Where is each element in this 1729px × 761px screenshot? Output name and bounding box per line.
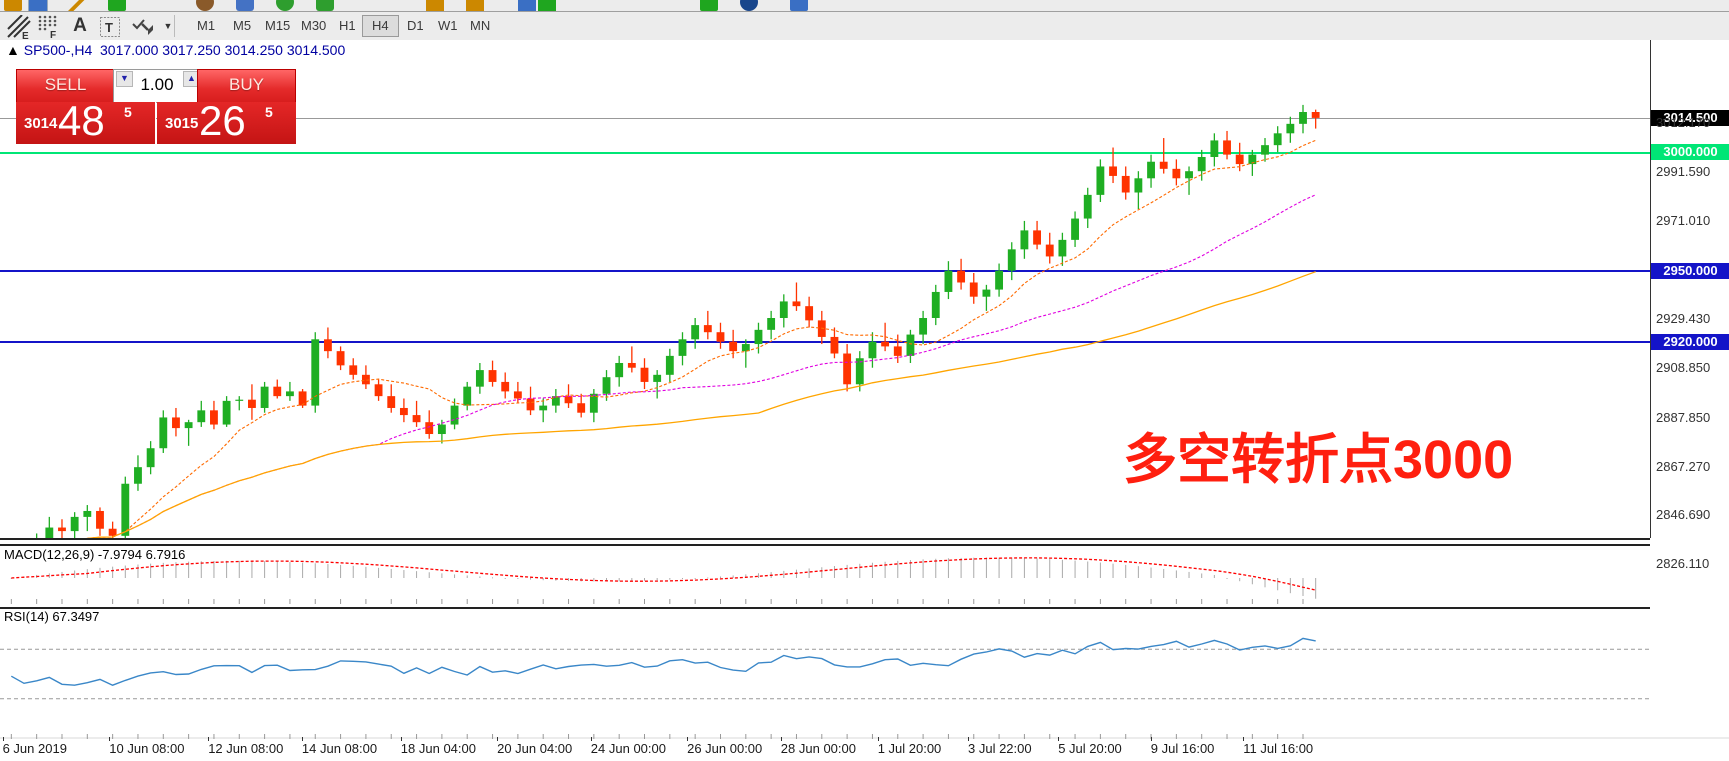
svg-text:T: T [105,20,113,35]
